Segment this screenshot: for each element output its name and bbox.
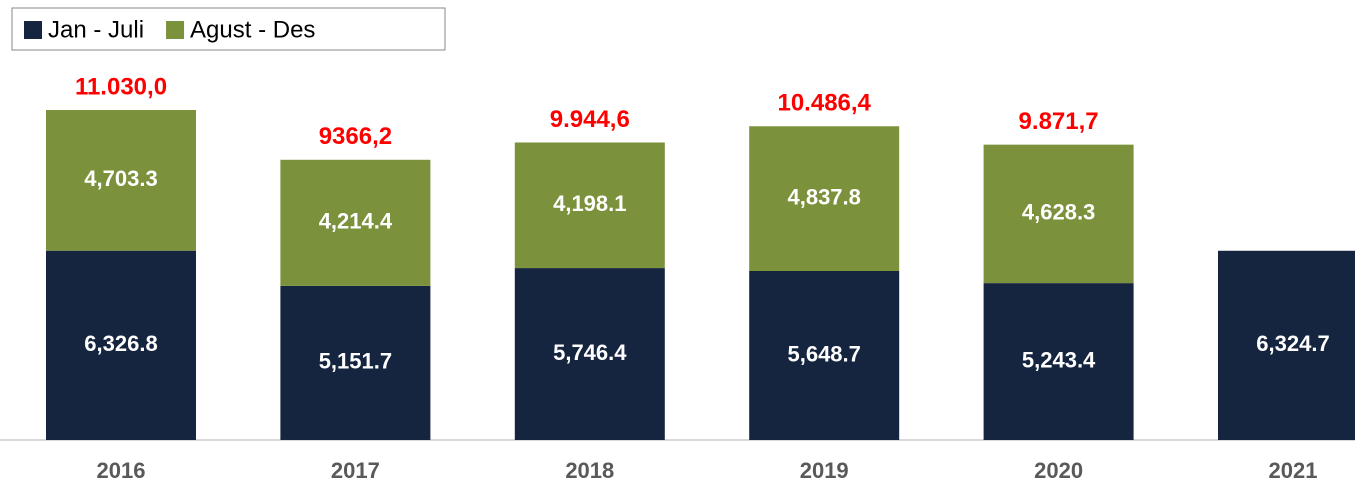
value-label: 6,326.8 [84, 331, 157, 356]
legend-label: Jan - Juli [48, 16, 144, 43]
total-label: 10.486,4 [777, 90, 871, 117]
bar-segment [1218, 250, 1355, 440]
bar-segment [983, 283, 1134, 440]
x-tick-label: 2020 [1034, 458, 1083, 483]
legend-label: Agust - Des [190, 16, 315, 43]
x-tick-label: 2017 [331, 458, 380, 483]
total-label: 9.944,6 [550, 106, 630, 133]
bar-segment [749, 271, 900, 440]
bar-segment [46, 110, 196, 251]
value-label: 5,243.4 [1022, 347, 1096, 372]
x-tick-label: 2021 [1269, 458, 1318, 483]
bar-segment [280, 159, 431, 286]
value-label: 6,324.7 [1256, 331, 1329, 356]
bar-segment [983, 144, 1134, 284]
legend-swatch [24, 21, 42, 39]
total-label: 9.871,7 [1019, 108, 1099, 135]
total-label: 11.030,0 [75, 73, 167, 100]
value-label: 5,151.7 [319, 349, 392, 374]
value-label: 5,648.7 [787, 341, 860, 366]
legend-swatch [166, 21, 185, 39]
value-label: 4,703.3 [84, 166, 157, 191]
x-tick-label: 2018 [565, 458, 614, 483]
bar-segment [514, 268, 665, 440]
x-tick-label: 2019 [800, 458, 849, 483]
value-label: 4,198.1 [553, 191, 626, 216]
bar-segment [749, 126, 900, 272]
bar-segment [514, 142, 665, 269]
bar-segment [280, 285, 431, 440]
value-label: 4,837.8 [787, 184, 860, 209]
x-tick-label: 2016 [97, 458, 146, 483]
value-label: 4,214.4 [319, 209, 393, 234]
value-label: 5,746.4 [553, 340, 627, 365]
bar-segment [46, 250, 196, 440]
total-label: 9366,2 [319, 123, 392, 150]
legend-box [11, 7, 446, 51]
value-label: 4,628.3 [1022, 200, 1095, 225]
